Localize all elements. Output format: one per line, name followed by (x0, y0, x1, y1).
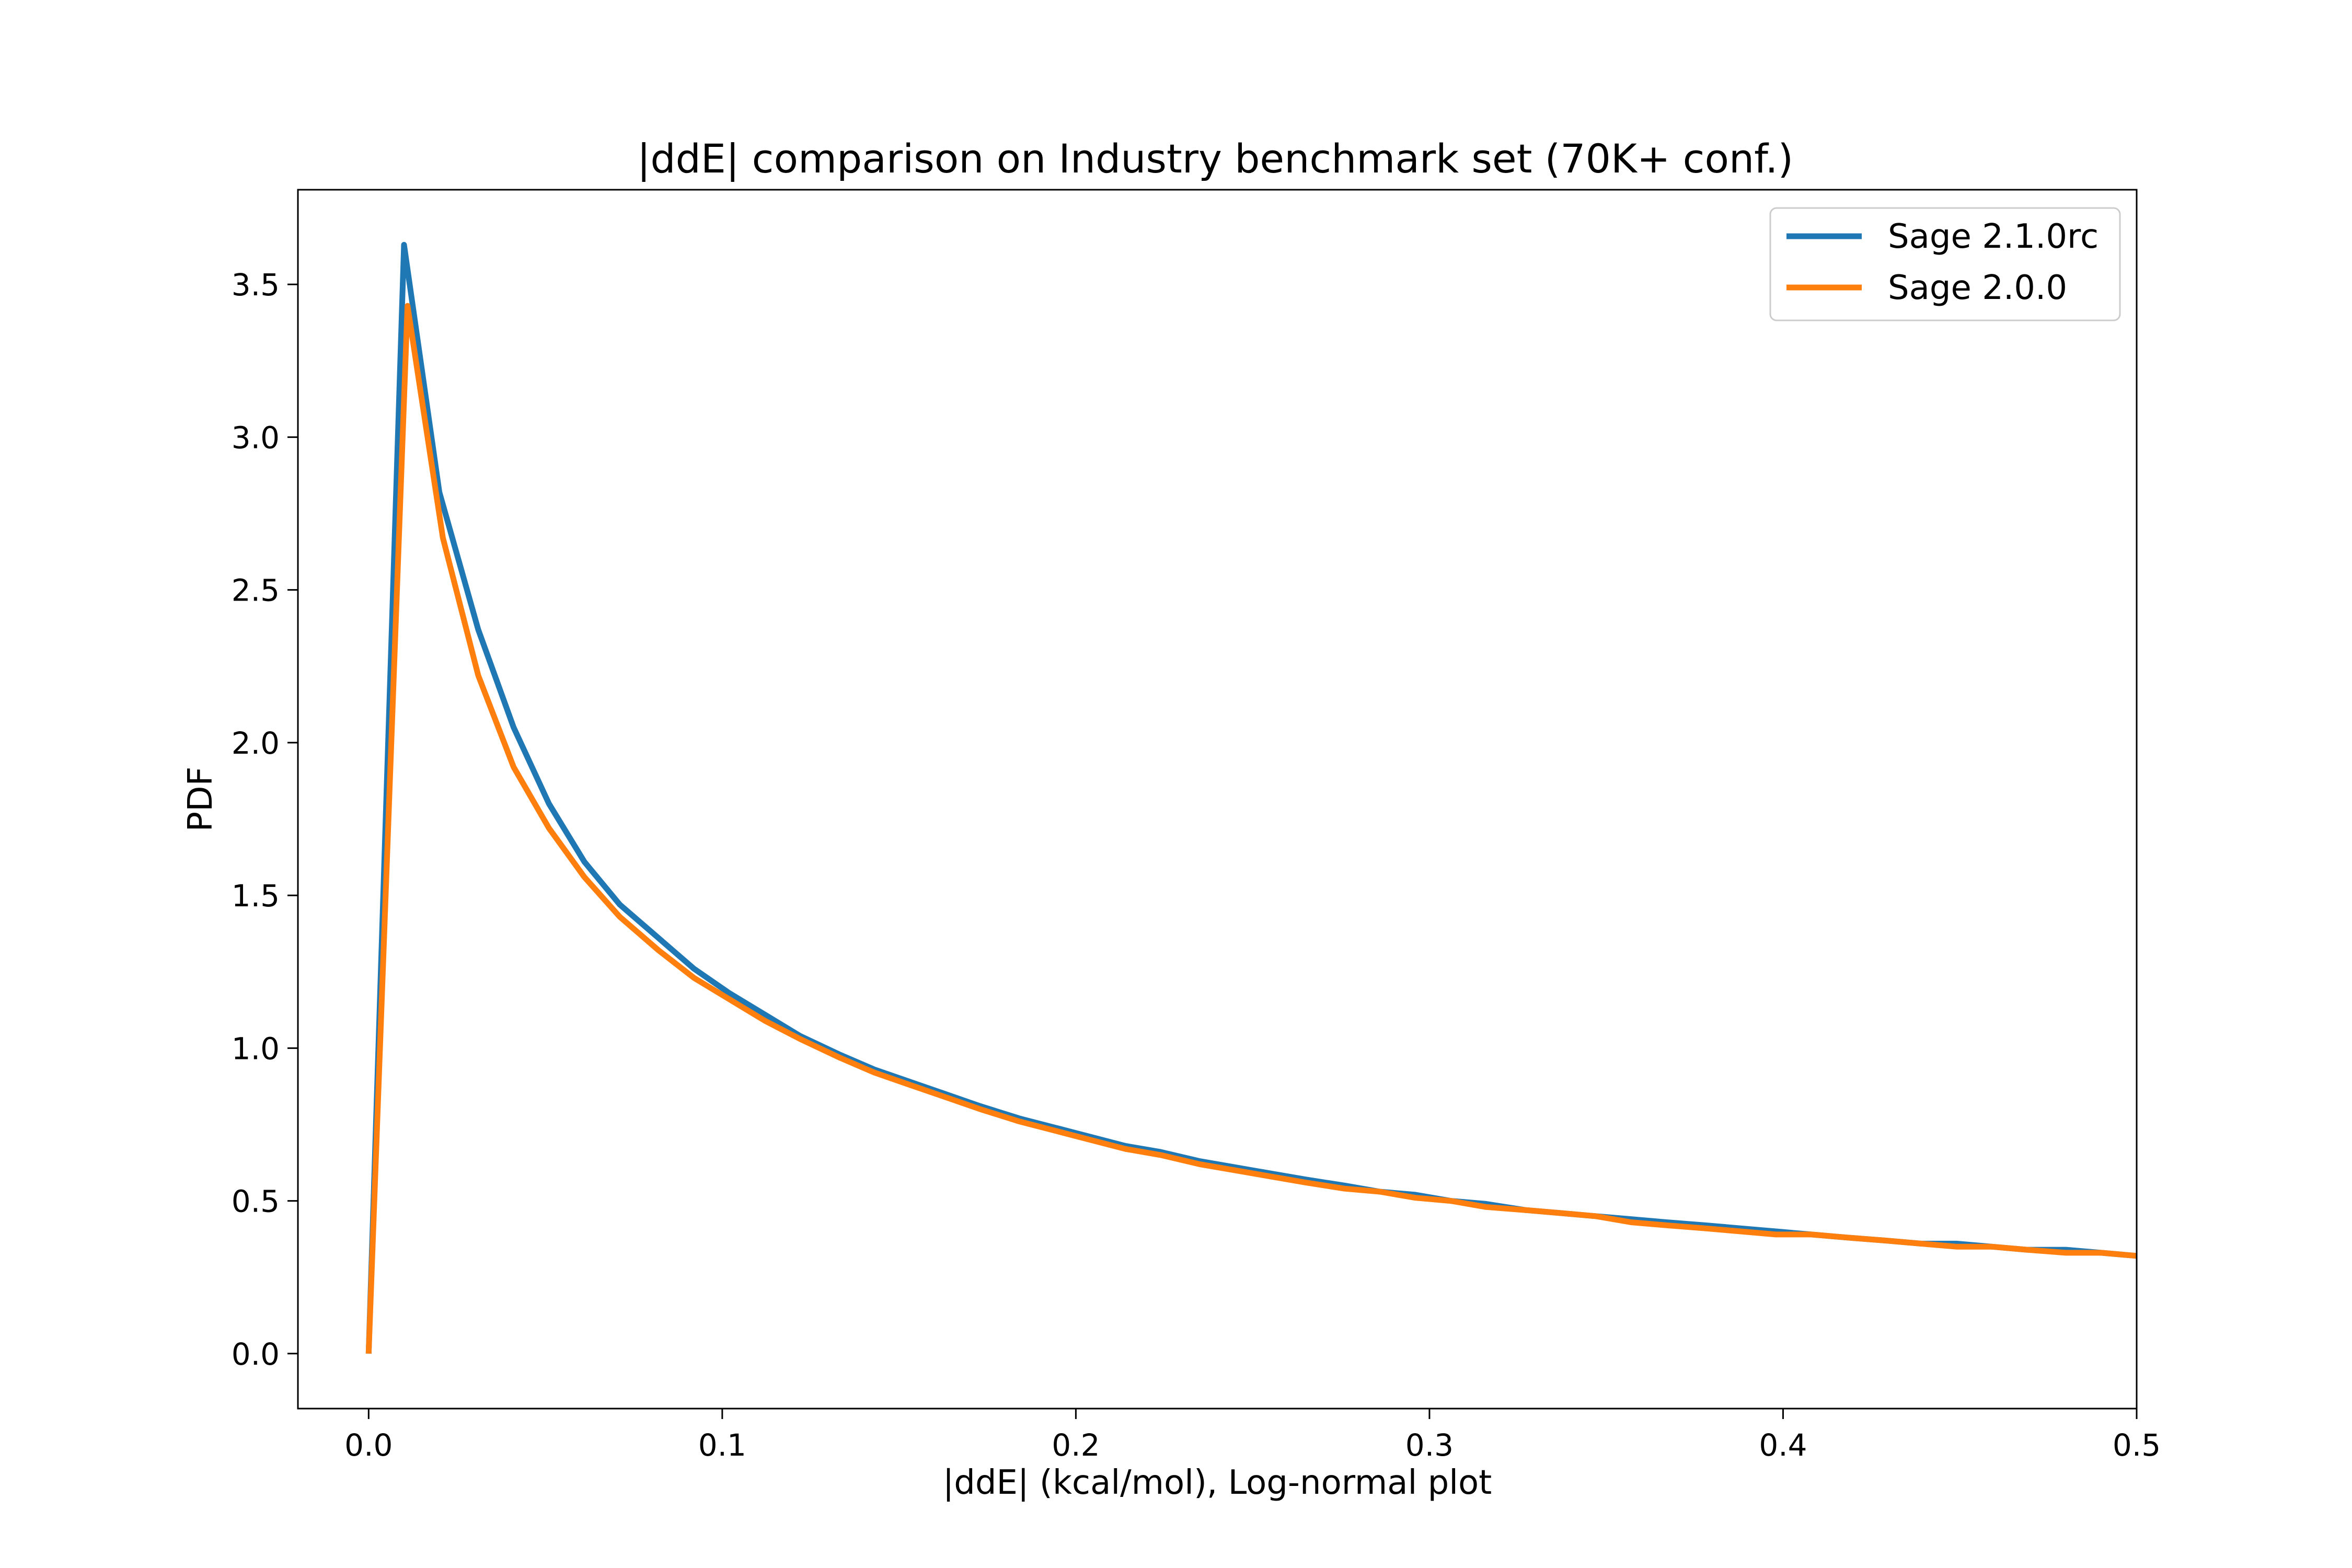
y-axis-label: PDF (181, 767, 220, 832)
chart-title: |ddE| comparison on Industry benchmark s… (637, 135, 1793, 182)
y-axis: 0.0 0.5 1.0 1.5 2.0 2.5 3.0 3.5 (232, 267, 298, 1372)
series-line-1 (365, 303, 2137, 1354)
x-tick-label-1: 0.1 (698, 1427, 746, 1463)
y-tick-label-5: 2.5 (232, 573, 280, 608)
plot-area-frame (297, 189, 2138, 1410)
y-tick-label-2: 1.0 (232, 1031, 280, 1066)
y-tick-label-0: 0.0 (232, 1336, 280, 1372)
x-tick-label-3: 0.3 (1405, 1427, 1454, 1463)
y-tick-label-4: 2.0 (232, 725, 280, 761)
y-tick-label-7: 3.5 (232, 267, 280, 303)
x-tick-label-2: 0.2 (1052, 1427, 1100, 1463)
x-tick-label-4: 0.4 (1759, 1427, 1807, 1463)
x-tick-label-0: 0.0 (344, 1427, 393, 1463)
legend-label-1: Sage 2.0.0 (1888, 269, 2067, 307)
legend-label-0: Sage 2.1.0rc (1888, 217, 2099, 256)
y-tick-label-1: 0.5 (232, 1184, 280, 1219)
x-tick-label-5: 0.5 (2113, 1427, 2161, 1463)
legend: Sage 2.1.0rc Sage 2.0.0 (1769, 207, 2121, 321)
x-axis: 0.0 0.1 0.2 0.3 0.4 0.5 (344, 1409, 2161, 1463)
y-tick-label-6: 3.0 (232, 420, 280, 455)
y-tick-label-3: 1.5 (232, 878, 280, 914)
x-axis-label: |ddE| (kcal/mol), Log-normal plot (943, 1463, 1492, 1502)
